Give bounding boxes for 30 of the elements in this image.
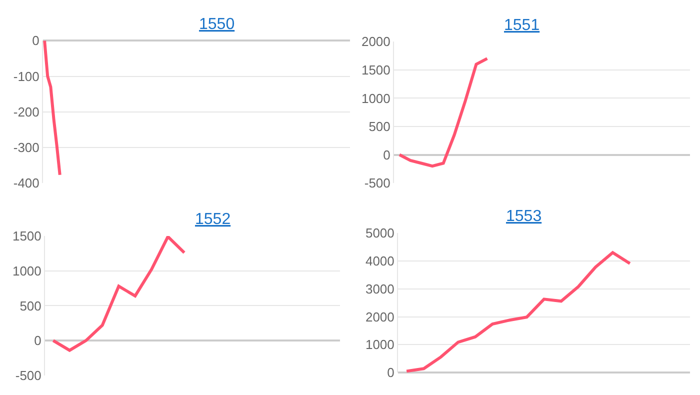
- y-tick-label: 0: [383, 147, 390, 162]
- y-tick-label: 2000: [361, 34, 390, 50]
- chart-title: 1552: [195, 211, 231, 228]
- y-tick-label: 0: [34, 333, 42, 348]
- y-tick-label: 3000: [365, 281, 394, 296]
- line-series: [405, 251, 632, 373]
- y-tick-label: 1000: [12, 263, 42, 278]
- y-tick-label: 0: [387, 365, 394, 380]
- chart-title: 1551: [504, 17, 540, 34]
- y-tick-label: 500: [368, 119, 390, 134]
- y-tick-label: 1500: [361, 62, 390, 78]
- y-tick-label: 1500: [12, 228, 42, 244]
- y-tick-label: 2000: [365, 309, 394, 324]
- chart-title: 1550: [199, 16, 235, 33]
- chart-title: 1553: [506, 208, 542, 225]
- y-tick-label: -200: [13, 104, 40, 120]
- y-tick-label: 0: [32, 33, 40, 48]
- y-tick-label: 4000: [365, 254, 394, 269]
- y-tick-label: -100: [13, 68, 40, 84]
- line-series: [52, 236, 186, 352]
- y-tick-label: 5000: [365, 226, 394, 241]
- y-tick-label: -500: [364, 176, 390, 191]
- y-tick-label: -300: [13, 140, 40, 155]
- y-tick-label: -400: [13, 176, 40, 191]
- y-tick-label: 500: [20, 298, 42, 314]
- line-series: [43, 40, 62, 176]
- y-tick-label: 1000: [365, 337, 394, 352]
- y-tick-label: -500: [15, 368, 42, 383]
- line-series: [398, 57, 489, 168]
- y-tick-label: 1000: [361, 90, 390, 106]
